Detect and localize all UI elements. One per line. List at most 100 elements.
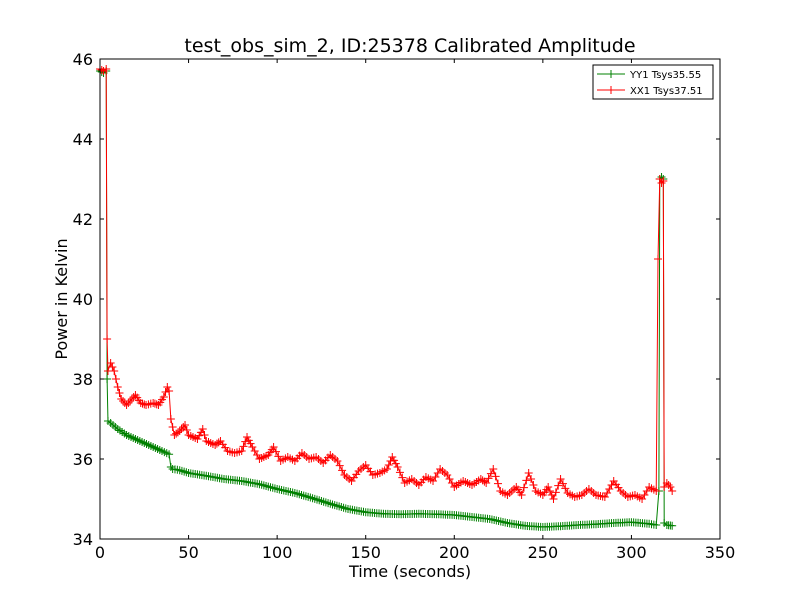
legend-marker-yy1 [607, 70, 615, 78]
x-tick-label: 50 [178, 543, 198, 562]
data-point [214, 438, 223, 447]
data-point [491, 472, 500, 481]
data-point [395, 468, 404, 477]
data-point [237, 447, 246, 455]
legend-label-xx1: XX1 Tsys37.51 [630, 86, 703, 97]
data-point [138, 399, 147, 408]
data-point [129, 393, 138, 401]
data-point [391, 459, 400, 468]
data-point [274, 452, 283, 461]
y-tick-label: 46 [73, 50, 93, 69]
data-point [544, 483, 553, 491]
ticks-layer: 0 50 100 150 200 250 300 350 34 36 38 40 42 44 46 [73, 50, 736, 562]
data-point [388, 453, 397, 461]
legend-marker-xx1 [607, 86, 615, 94]
data-point [333, 457, 342, 465]
data-point [115, 389, 124, 397]
data-point [117, 395, 126, 403]
chart-title: test_obs_sim_2, ID:25378 Calibrated Ampl… [184, 35, 635, 57]
data-point [193, 435, 202, 443]
data-point [556, 475, 565, 483]
data-point [545, 487, 554, 495]
data-point [489, 465, 498, 473]
data-point [654, 255, 662, 263]
data-point [480, 477, 489, 486]
data-point [668, 487, 677, 495]
data-point [519, 483, 528, 492]
y-tick-label: 36 [73, 450, 93, 469]
data-point [111, 375, 120, 383]
data-point [159, 393, 168, 401]
x-axis-label: Time (seconds) [348, 562, 471, 581]
data-point [659, 177, 668, 185]
data-point [547, 491, 556, 499]
x-tick-label: 100 [262, 543, 293, 562]
data-point [165, 450, 174, 459]
data-point [103, 375, 112, 383]
data-point [152, 400, 161, 409]
y-tick-label: 38 [73, 370, 93, 389]
data-point [113, 383, 122, 391]
data-point [246, 439, 255, 448]
data-point [554, 481, 563, 490]
data-point [175, 427, 184, 435]
data-point [102, 65, 111, 73]
data-point [243, 433, 252, 441]
data-point [558, 479, 567, 488]
data-point [527, 475, 536, 483]
data-point [386, 457, 395, 465]
data-point [486, 469, 495, 478]
data-point [666, 483, 675, 491]
legend: YY1 Tsys35.55 XX1 Tsys37.51 [592, 64, 714, 100]
data-point [195, 431, 204, 440]
data-point [382, 465, 391, 473]
x-tick-label: 350 [705, 543, 736, 562]
data-point [241, 437, 250, 446]
data-point [551, 488, 560, 497]
data-point [244, 436, 253, 445]
data-point [484, 474, 493, 483]
data-point [182, 426, 191, 434]
data-point [166, 463, 175, 471]
data-point [398, 473, 407, 482]
data-point [335, 461, 344, 470]
data-point [119, 397, 128, 405]
data-point [161, 388, 170, 396]
data-point [110, 367, 119, 375]
data-point [126, 397, 135, 405]
data-point [662, 479, 671, 487]
data-point [198, 425, 207, 433]
data-point [166, 415, 175, 423]
data-point [239, 442, 248, 451]
data-point [517, 491, 526, 499]
data-point [149, 399, 158, 407]
data-point [165, 387, 174, 395]
y-tick-label: 44 [73, 130, 93, 149]
data-point [482, 479, 491, 487]
data-point [338, 466, 347, 475]
data-point [181, 421, 190, 429]
y-tick-label: 42 [73, 210, 93, 229]
data-point [561, 484, 570, 493]
data-point [122, 401, 131, 409]
x-tick-label: 300 [616, 543, 647, 562]
y-tick-label: 34 [73, 530, 93, 549]
data-point [127, 395, 136, 403]
data-point [522, 476, 531, 485]
data-point [103, 335, 112, 343]
data-point [390, 456, 399, 465]
data-point [524, 469, 533, 477]
data-point [549, 495, 558, 503]
data-point [493, 479, 502, 488]
data-point [200, 431, 209, 439]
legend-label-yy1: YY1 Tsys35.55 [629, 70, 701, 81]
y-tick-label: 40 [73, 290, 93, 309]
data-point [657, 179, 666, 187]
data-point [664, 481, 673, 489]
data-point [173, 428, 182, 437]
legend-box [592, 64, 714, 100]
data-point [271, 447, 280, 456]
data-point [124, 399, 133, 407]
data-point [652, 487, 661, 495]
